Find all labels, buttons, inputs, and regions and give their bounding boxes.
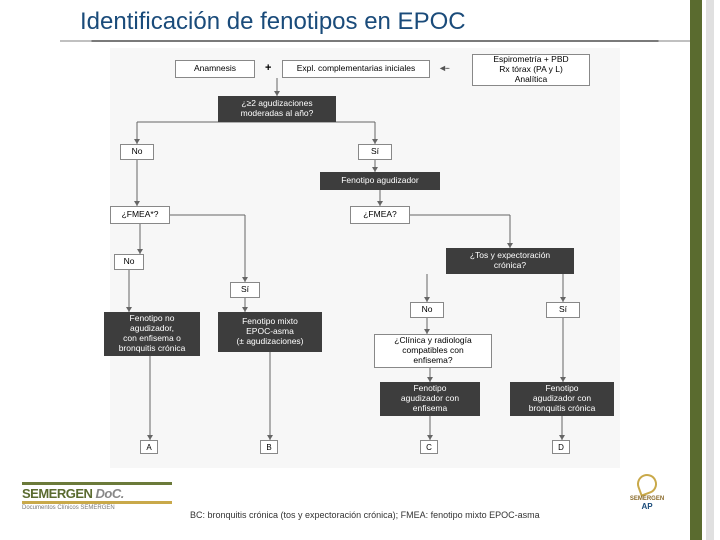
node-expl: Expl. complementarias iniciales xyxy=(282,60,430,78)
node-fenoC: Fenotipoagudizador conenfisema xyxy=(380,382,480,416)
node-A: A xyxy=(140,440,158,454)
logo-semergen-doc: SEMERGEN DoC. Documentos Clínicos SEMERG… xyxy=(22,482,172,518)
node-arrows: ◄--- xyxy=(438,63,448,73)
decor-stripe-green xyxy=(690,0,702,540)
node-si1: Sí xyxy=(358,144,392,160)
node-agud: ¿≥2 agudizacionesmoderadas al año? xyxy=(218,96,336,122)
logo-left-sub: Documentos Clínicos SEMERGEN xyxy=(22,505,172,511)
page-title: Identificación de fenotipos en EPOC xyxy=(0,0,720,40)
node-C: C xyxy=(420,440,438,454)
node-D: D xyxy=(552,440,570,454)
title-underline xyxy=(60,40,690,42)
node-no3: No xyxy=(410,302,444,318)
node-fenoD: Fenotipoagudizador conbronquitis crónica xyxy=(510,382,614,416)
logo-left-suffix: DoC. xyxy=(96,486,124,501)
node-clinrad: ¿Clínica y radiologíacompatibles conenfi… xyxy=(374,334,492,368)
node-fmea1: ¿FMEA*? xyxy=(110,206,170,224)
footnote: BC: bronquitis crónica (tos y expectorac… xyxy=(190,510,540,520)
decor-stripe-light xyxy=(706,0,714,540)
node-no1: No xyxy=(120,144,154,160)
node-fenoA: Fenotipo noagudizador,con enfisema obron… xyxy=(104,312,200,356)
node-fmea2: ¿FMEA? xyxy=(350,206,410,224)
logo-right-sub: AP xyxy=(641,502,652,511)
logo-semergen-ap: SEMERGEN AP xyxy=(618,474,676,518)
node-si3: Sí xyxy=(546,302,580,318)
node-B: B xyxy=(260,440,278,454)
node-plus: + xyxy=(265,62,271,74)
node-tosexp: ¿Tos y expectoracióncrónica? xyxy=(446,248,574,274)
node-fenoagud: Fenotipo agudizador xyxy=(320,172,440,190)
node-si2: Sí xyxy=(230,282,260,298)
node-fenoB: Fenotipo mixtoEPOC-asma(± agudizaciones) xyxy=(218,312,322,352)
flowchart: Anamnesis + Expl. complementarias iniciale… xyxy=(110,48,620,468)
node-anamnesis: Anamnesis xyxy=(175,60,255,78)
logo-left-main: SEMERGEN xyxy=(22,486,92,501)
node-no2: No xyxy=(114,254,144,270)
node-espiro: Espirometría + PBDRx tórax (PA y L)Analí… xyxy=(472,54,590,86)
